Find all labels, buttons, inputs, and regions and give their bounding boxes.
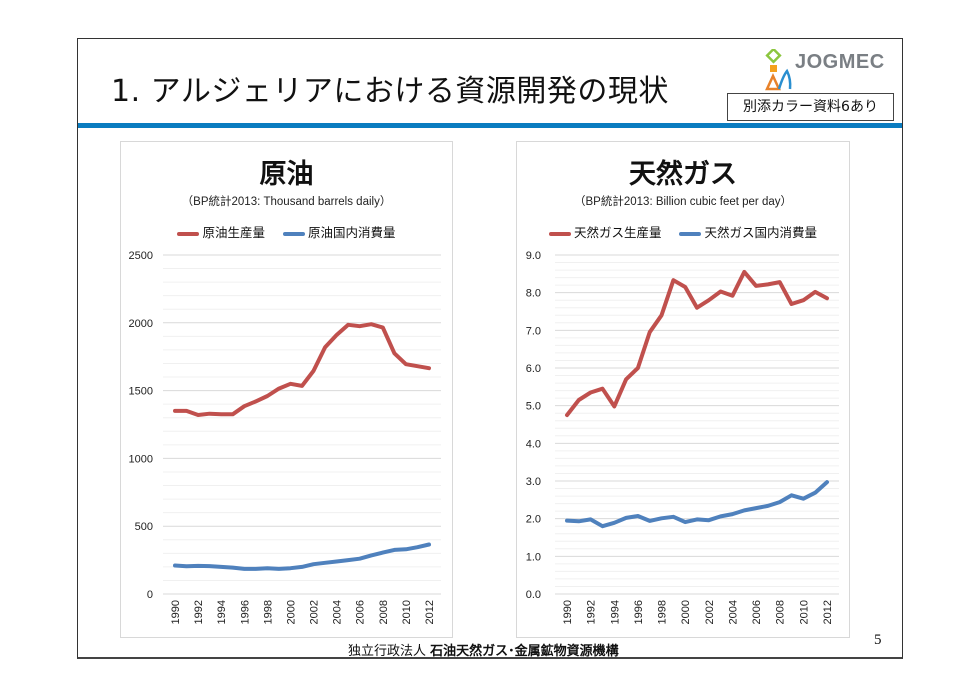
x-tick-label: 2006 [751, 600, 763, 624]
y-tick-label: 6.0 [526, 363, 541, 375]
y-tick-label: 8.0 [526, 288, 541, 300]
x-tick-label: 2012 [822, 600, 834, 624]
page-number: 5 [874, 632, 882, 648]
legend-swatch [548, 231, 571, 236]
y-tick-label: 4.0 [526, 438, 541, 450]
x-tick-label: 1998 [262, 600, 274, 624]
consumption-line [173, 542, 431, 571]
y-tick-label: 2.0 [526, 514, 541, 526]
x-tick-label: 1996 [633, 600, 645, 624]
legend-swatch [177, 231, 200, 236]
y-tick-label: 7.0 [526, 325, 541, 337]
x-tick-label: 2008 [378, 600, 390, 624]
legend-item-production: 天然ガス生産量 [548, 222, 662, 241]
logo-mark-icon [765, 47, 792, 91]
logo-text: JOGMEC [795, 51, 885, 73]
x-tick-label: 1992 [193, 600, 205, 624]
x-tick-label: 1998 [657, 600, 669, 624]
y-tick-label: 3.0 [526, 476, 541, 488]
x-tick-label: 2002 [309, 600, 321, 624]
footer-org-name: 石油天然ガス･金属鉱物資源機構 [430, 644, 619, 659]
legend-label: 原油生産量 [202, 225, 265, 240]
y-tick-label: 1.0 [526, 551, 541, 563]
legend-label: 天然ガス国内消費量 [704, 225, 817, 240]
y-tick-label: 0.0 [526, 589, 541, 601]
x-tick-label: 2010 [798, 600, 810, 624]
legend-swatch [679, 231, 702, 236]
legend-swatch [282, 231, 305, 236]
title-divider [78, 123, 902, 128]
y-tick-label: 2000 [129, 318, 153, 330]
plot-area: 0 500 1000 1500 2000 2500 1990 1992 1994 1996 1998… [129, 250, 441, 624]
x-tick-label: 2004 [727, 600, 739, 624]
jogmec-logo: JOGMEC [761, 47, 896, 91]
x-tick-label: 2002 [704, 600, 716, 624]
legend-item-production: 原油生産量 [177, 222, 265, 241]
y-tick-label: 9.0 [526, 250, 541, 262]
legend-item-consumption: 原油国内消費量 [282, 222, 396, 241]
chart-title: 天然ガス [629, 159, 737, 190]
x-tick-label: 1994 [216, 600, 228, 624]
y-tick-label: 2500 [129, 250, 153, 262]
y-tick-label: 5.0 [526, 401, 541, 413]
slide: 1. アルジェリアにおける資源開発の現状 JOGMEC 別添カラー資料6あり 原… [77, 38, 903, 659]
slide-title: 1. アルジェリアにおける資源開発の現状 [111, 74, 669, 109]
x-tick-label: 2006 [355, 600, 367, 624]
chart-subtitle: （BP統計2013: Thousand barrels daily） [181, 196, 392, 208]
x-tick-label: 1990 [170, 600, 182, 624]
x-tick-label: 2010 [401, 600, 413, 624]
x-tick-label: 1990 [562, 600, 574, 624]
x-tick-label: 2000 [680, 600, 692, 624]
x-tick-label: 1996 [239, 600, 251, 624]
y-tick-label: 1500 [129, 386, 153, 398]
legend-label: 天然ガス生産量 [573, 225, 662, 240]
footer-prefix: 独立行政法人 [348, 644, 427, 659]
production-line [173, 322, 431, 417]
chart-legend: 天然ガス生産量 天然ガス国内消費量 [517, 222, 849, 241]
chart-subtitle: （BP統計2013: Billion cubic feet per day） [574, 196, 792, 208]
x-tick-label: 1994 [609, 600, 621, 624]
production-line [565, 269, 829, 418]
y-tick-label: 1000 [129, 453, 153, 465]
y-tick-label: 0 [147, 589, 153, 601]
x-tick-label: 2008 [775, 600, 787, 624]
x-tick-label: 2012 [424, 600, 436, 624]
color-material-badge: 別添カラー資料6あり [727, 93, 894, 121]
y-tick-label: 500 [135, 521, 153, 533]
crude-oil-chart: 原油 （BP統計2013: Thousand barrels daily） 原油… [120, 141, 453, 638]
natural-gas-chart: 天然ガス （BP統計2013: Billion cubic feet per d… [516, 141, 850, 638]
x-tick-label: 1992 [586, 600, 598, 624]
x-tick-label: 2004 [332, 600, 344, 624]
plot-area: 0.0 1.0 2.0 3.0 4.0 5.0 6.0 7.0 8.0 9.0 1990 1992 19… [526, 250, 839, 624]
chart-legend: 原油生産量 原油国内消費量 [121, 222, 452, 241]
x-tick-label: 2000 [285, 600, 297, 624]
legend-label: 原油国内消費量 [307, 225, 396, 240]
chart-title: 原油 [259, 159, 314, 190]
footer-organization: 独立行政法人 石油天然ガス･金属鉱物資源機構 [348, 640, 619, 659]
legend-item-consumption: 天然ガス国内消費量 [679, 222, 817, 241]
